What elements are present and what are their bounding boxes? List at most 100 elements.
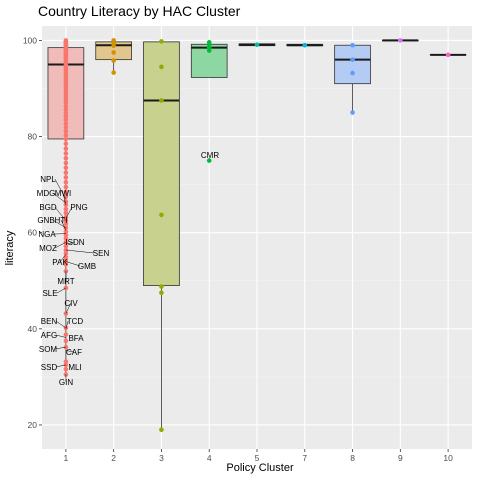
data-point [159,290,164,296]
data-point [63,114,69,119]
x-tick-label: 4 [207,453,212,463]
y-tick-label: 80 [28,132,38,142]
x-tick-label: 7 [302,453,307,463]
x-tick-label: 5 [255,453,260,463]
label-leader [54,206,67,221]
data-point [254,42,260,48]
data-point [159,212,164,218]
label-leader [65,241,76,245]
point-label: MOZ [39,244,57,253]
data-point [63,117,69,123]
point-label: SSD [41,363,58,372]
point-label: PAK [52,258,68,267]
label-leader [52,219,67,229]
point-label: BGD [39,203,57,212]
box [334,44,371,85]
x-tick-label: 9 [398,453,403,463]
data-point [159,64,164,70]
point-labels: NPL MDG MWI BGD PNG GNB HTI NGA MOZ ISDN SEN PAK GMB… [37,151,220,387]
point-label: TCD [67,317,84,326]
y-tick-label: 60 [28,228,38,238]
point-label: CAF [66,348,82,357]
point-label: SEN [93,249,110,258]
data-point [63,184,69,190]
point-label: GIN [59,378,73,387]
data-point [63,132,69,138]
data-point [63,229,69,235]
point-label: PNG [70,203,87,212]
data-point [111,58,116,63]
data-point [63,107,69,112]
y-tick-label: 40 [28,324,38,334]
point-label: CIV [64,299,78,308]
data-point [302,42,308,48]
data-point [111,50,116,55]
data-point [350,110,355,115]
label-leader [54,178,67,200]
data-point [111,43,116,49]
data-point [63,165,69,171]
data-point [63,175,69,180]
data-point [63,151,69,156]
x-tick-label: 2 [111,453,116,463]
y-tick-label: 100 [23,35,37,45]
data-point [350,70,355,76]
data-point [63,338,69,344]
data-point [63,262,69,267]
data-point [350,42,355,48]
data-point [159,427,164,433]
y-tick-label: 20 [28,420,38,430]
label-leader [65,206,73,219]
data-point [63,160,69,166]
data-point [63,141,69,147]
label-leader [55,364,66,368]
data-point [63,210,69,216]
x-tick-label: 8 [350,453,355,463]
y-axis-title: literacy [4,230,16,265]
point-label: MRT [57,277,74,286]
x-axis: 1 2 3 4 5 7 8 9 10 [64,449,453,463]
point-label: CMR [201,151,219,160]
point-label: NGA [38,230,56,239]
data-point [159,98,164,103]
data-point [63,251,69,256]
data-point [63,155,69,161]
data-point [206,158,212,163]
point-label: GMB [78,262,96,271]
point-label: ISDN [65,238,84,247]
data-point [63,121,69,126]
point-label: BEN [41,317,58,326]
label-leader [60,219,67,231]
label-leader [59,254,67,263]
data-point [350,57,355,62]
label-leader [55,320,67,329]
data-point [159,284,164,289]
point-label: SOM [39,345,58,354]
data-point [445,52,451,58]
label-leader [62,192,67,205]
point-label: MLI [68,363,81,372]
box [143,41,180,286]
x-tick-label: 3 [159,453,164,463]
label-leader [56,287,67,294]
point-label: BFA [68,334,84,343]
data-point [63,128,69,134]
label-leader [65,261,81,267]
label-leader [65,249,95,254]
data-point [63,366,69,372]
label-leader [52,192,67,204]
y-axis: 20 40 60 80 100 [23,35,42,430]
data-point [63,125,69,130]
data-point [63,359,69,364]
label-leader [65,320,69,329]
data-point [111,70,116,75]
data-point [63,194,69,199]
data-point [206,48,212,53]
data-point [63,232,69,238]
data-point [63,179,69,185]
points [63,38,451,433]
label-leader [65,302,72,314]
label-leader [54,242,67,249]
data-point [63,146,69,151]
box-cluster-3 [143,41,180,430]
